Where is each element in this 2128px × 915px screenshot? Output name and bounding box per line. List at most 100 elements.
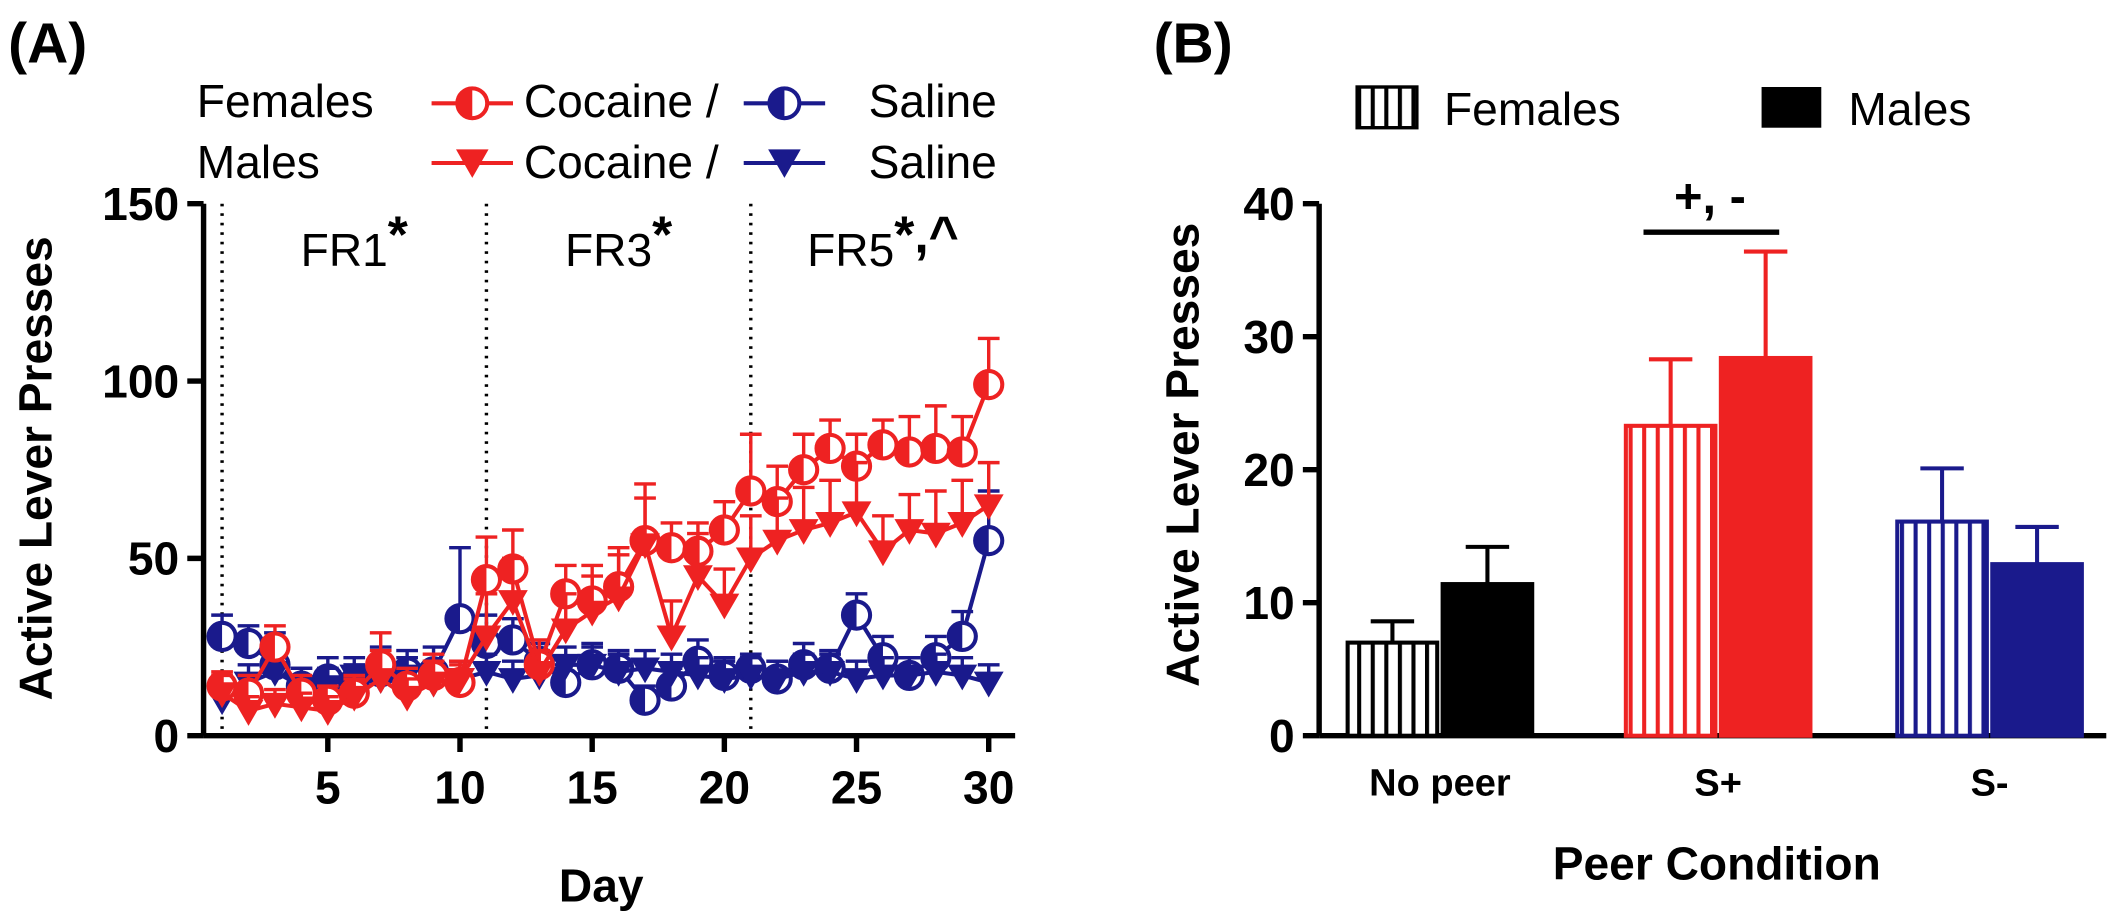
legend-a-females-label: Females (197, 75, 374, 127)
data-point (207, 682, 238, 709)
a-y-tick-label: 50 (128, 533, 179, 585)
bar-group-s-: S- (1895, 466, 2084, 804)
data-point (603, 661, 634, 687)
bar-females (1895, 519, 1989, 738)
data-point (762, 529, 793, 556)
data-point (550, 653, 581, 680)
phase-significance-mark: * (388, 206, 409, 264)
b-x-axis-label: Peer Condition (1553, 838, 1881, 890)
a-x-tick-label: 15 (567, 762, 618, 814)
legend-b-females-label: Females (1444, 83, 1621, 135)
phase-label: FR1* (301, 206, 409, 277)
data-point (233, 700, 264, 726)
legend-a-males-cocaine-key (431, 149, 513, 178)
data-point-fill (816, 434, 831, 463)
b-y-axis-label: Active Lever Presses (1156, 223, 1208, 687)
a-x-tick-label: 30 (963, 762, 1014, 814)
legend-b-males-swatch (1761, 87, 1822, 128)
b-y-tick-label: 30 (1243, 311, 1294, 363)
data-point (392, 685, 423, 712)
category-label: S+ (1694, 762, 1742, 804)
data-point-fill (790, 456, 804, 484)
data-point-fill (208, 622, 223, 650)
data-point-fill (948, 438, 963, 466)
a-x-tick-label: 25 (831, 762, 882, 814)
bar-group-s-: S+ (1623, 249, 1813, 804)
a-y-tick-label: 0 (153, 710, 179, 762)
data-point-fill (869, 431, 883, 459)
data-point-fill (975, 527, 989, 555)
data-point-fill (737, 477, 751, 505)
legend-a-males-label: Males (197, 136, 320, 188)
data-point-fill (234, 679, 249, 707)
plot-a: 0 50 100 150 5 10 15 20 25 30 FR1* FR3* FR5*,^ (102, 178, 1016, 814)
data-point (445, 668, 475, 694)
data-point (682, 565, 713, 592)
data-point (630, 657, 660, 684)
data-point-fill (234, 629, 249, 658)
legend-a-females-saline-key (743, 86, 826, 121)
legend-a-cocaine-label-2: Cocaine / (524, 136, 719, 188)
data-point-fill (763, 488, 778, 516)
legend-a-females-cocaine-key (431, 86, 513, 121)
category-label: S- (1971, 762, 2009, 804)
a-x-tick-label: 20 (699, 762, 750, 814)
a-y-axis-label: Active Lever Presses (10, 236, 62, 700)
b-y-tick-label: 10 (1243, 577, 1294, 629)
data-point (312, 700, 343, 726)
data-point (788, 519, 819, 545)
panel-b: (B) Females Males Active Lever Presses P… (1154, 12, 2107, 890)
data-point (762, 668, 793, 694)
legend-a: Females Males Cocaine / Saline Cocaine / (197, 75, 997, 188)
phase-significance-mark: *,^ (894, 206, 959, 264)
bar-females (1345, 640, 1440, 738)
bar-males (1718, 355, 1813, 738)
data-point (418, 671, 449, 698)
data-point (973, 494, 1004, 521)
b-y-tick-label: 40 (1243, 178, 1294, 230)
data-point (682, 664, 713, 691)
data-point (497, 668, 528, 694)
data-point-fill (975, 371, 989, 399)
data-point-fill (842, 452, 857, 480)
bar-males (1990, 562, 2084, 738)
legend-b-males-label: Males (1848, 83, 1971, 135)
data-point (841, 501, 872, 528)
a-y-tick-label: 100 (102, 355, 179, 407)
data-point (894, 519, 925, 545)
data-point-fill (842, 601, 857, 629)
panel-a-label: (A) (8, 12, 87, 76)
bar-males (1440, 582, 1535, 738)
data-point (577, 653, 608, 680)
panel-a: (A) Females Males Cocaine / Saline Cocai… (8, 12, 1016, 911)
data-point (868, 540, 898, 567)
data-point (973, 671, 1004, 698)
data-point (260, 661, 290, 687)
a-x-tick-label: 5 (315, 762, 341, 814)
phase-significance-mark: * (652, 206, 673, 264)
data-point-fill (922, 434, 936, 463)
panel-b-label: (B) (1154, 12, 1233, 76)
data-point (471, 661, 502, 687)
data-point-fill (552, 668, 566, 697)
data-point (815, 661, 846, 687)
phase-label: FR3* (565, 206, 673, 277)
data-point (735, 664, 766, 691)
data-point-fill (499, 626, 513, 654)
data-point (841, 668, 872, 694)
data-point (868, 664, 898, 691)
legend-b: Females Males (1355, 83, 1971, 135)
data-point (947, 512, 978, 538)
data-point-fill (261, 633, 275, 661)
data-point-fill (657, 534, 672, 562)
bar-females (1623, 423, 1718, 738)
data-point (286, 696, 317, 723)
data-point (920, 661, 951, 687)
series-males-cocaine (207, 460, 1004, 726)
data-point (709, 668, 740, 694)
data-point-fill (710, 516, 725, 544)
plot-b: 0 10 20 30 40 No peer S+ S- +, - (1243, 170, 2107, 804)
legend-a-cocaine-label: Cocaine / (524, 75, 719, 127)
data-point (497, 590, 528, 616)
